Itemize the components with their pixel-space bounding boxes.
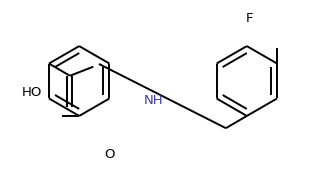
Text: O: O — [105, 148, 115, 161]
Text: NH: NH — [144, 94, 163, 107]
Text: HO: HO — [22, 86, 43, 99]
Text: F: F — [246, 12, 253, 25]
